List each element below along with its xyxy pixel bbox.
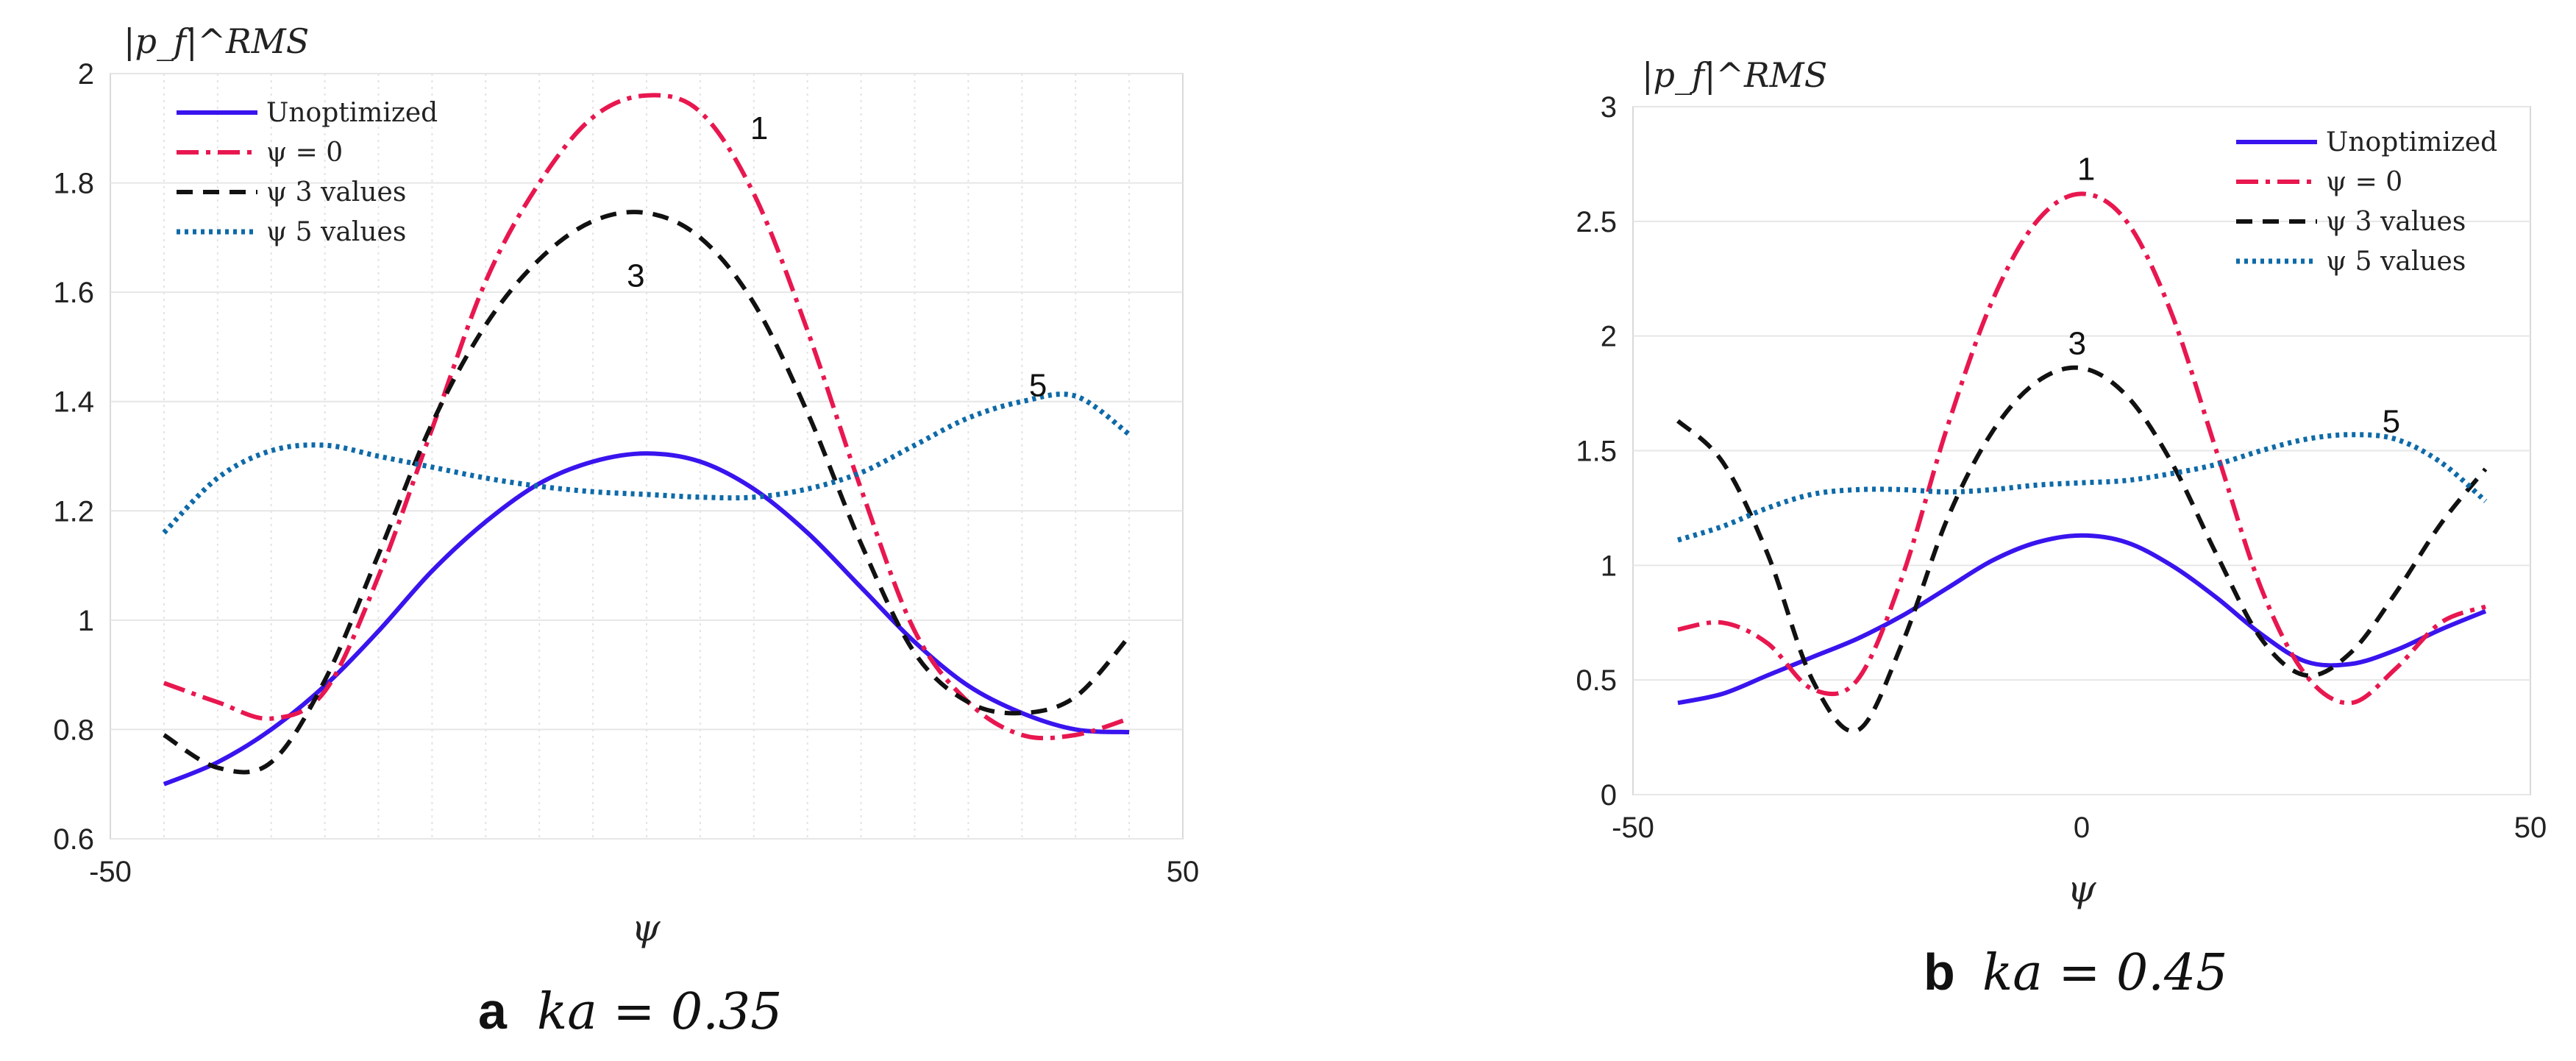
panel-b-x-tick-label: 50 — [2514, 812, 2547, 844]
panel-b-legend: Unoptimized ψ = 0 ψ 3 values ψ 5 values — [2236, 127, 2497, 277]
panel-b-annotations: 1 3 5 — [2068, 152, 2400, 440]
panel-a-legend-entry: ψ = 0 — [266, 138, 343, 168]
panel-b-y-tick-label: 1.5 — [1576, 436, 1617, 468]
panel-a-y-tick-label: 1.6 — [53, 277, 94, 309]
panel-b-curve-annotation: 3 — [2068, 326, 2086, 362]
panel-a-series-line-0 — [163, 451, 1130, 787]
panel-b-series — [1676, 191, 2488, 734]
panel-a-x-tick-label: -50 — [89, 856, 132, 888]
panel-b-series-line-2 — [1676, 365, 2488, 734]
panel-b-y-label: |p_f|^RMS — [1642, 55, 1827, 95]
panel-a-y-label-base: |p_f|^RMS — [124, 21, 309, 61]
panel-a-y-tick-label: 0.6 — [53, 823, 94, 856]
panel-a-y-tick-label: 1 — [78, 605, 94, 637]
panel-a: 0.60.811.21.41.61.82-50 50 135 |p_f|^RMS … — [53, 21, 1199, 1041]
panel-a-series-line-1 — [163, 93, 1131, 741]
panel-a-y-tick-label: 2 — [78, 58, 94, 91]
panel-b-y-tick-label: 0 — [1601, 779, 1617, 812]
panel-b-series-line-1 — [1677, 191, 2487, 706]
panel-b-caption: b ka = 0.45 — [1924, 943, 2227, 1002]
panel-b-caption-text: ka = 0.45 — [1982, 944, 2227, 1002]
panel-a-curve-annotation: 1 — [750, 110, 768, 146]
panel-b-caption-letter: b — [1924, 943, 1955, 1001]
panel-b-y-tick-label: 1 — [1601, 550, 1617, 582]
panel-a-series-line-2 — [163, 210, 1131, 775]
panel-a-caption-letter: a — [478, 982, 508, 1040]
panel-b-ticks: 00.511.522.53-50 0 50 — [1576, 91, 2547, 844]
panel-a-series — [162, 93, 1131, 787]
panel-b-y-label-base: |p_f|^RMS — [1642, 55, 1827, 95]
panel-b-legend-entry: ψ 3 values — [2326, 207, 2466, 237]
panel-a-y-tick-label: 1.8 — [53, 168, 94, 200]
panel-b: 00.511.522.53-50 0 50 135 |p_f|^RMS ψ Unop… — [1576, 55, 2547, 1002]
panel-a-curve-annotation: 5 — [1029, 367, 1047, 403]
panel-a-caption: a ka = 0.35 — [478, 982, 782, 1041]
panel-b-legend-entry: ψ = 0 — [2326, 167, 2402, 197]
panel-b-x-tick-label: -50 — [1612, 812, 1654, 844]
panel-b-y-tick-label: 0.5 — [1576, 664, 1617, 697]
panel-a-y-label: |p_f|^RMS — [124, 21, 309, 61]
panel-a-x-label: ψ — [631, 906, 661, 949]
panel-b-legend-entry: ψ 5 values — [2326, 246, 2466, 277]
panel-a-y-tick-label: 0.8 — [53, 714, 94, 746]
panel-b-curve-annotation: 1 — [2077, 152, 2095, 188]
panel-a-legend: Unoptimized ψ = 0 ψ 3 values ψ 5 values — [177, 98, 438, 247]
panel-a-grid — [110, 73, 1183, 840]
panel-b-x-label: ψ — [2067, 867, 2096, 910]
panel-a-legend-entry: Unoptimized — [266, 98, 438, 128]
panel-b-grid — [1633, 106, 2530, 795]
panel-b-legend-entry: Unoptimized — [2326, 127, 2497, 157]
panel-a-ticks: 0.6 0.8 1 1.2 1.4 1.6 1.8 2 -50 50 — [53, 58, 1199, 888]
panel-a-caption-text: ka = 0.35 — [537, 983, 782, 1041]
panel-a-annotations: 1 3 5 — [627, 110, 1047, 403]
panel-b-x-tick-label: 0 — [2074, 812, 2090, 844]
panel-b-y-tick-label: 2.5 — [1576, 206, 1617, 238]
panel-a-legend-entry: ψ 3 values — [266, 177, 406, 207]
panel-b-y-tick-label: 2 — [1601, 321, 1617, 353]
panel-a-y-tick-label: 1.2 — [53, 495, 94, 528]
panel-b-curve-annotation: 5 — [2383, 404, 2400, 440]
panel-a-legend-entry: ψ 5 values — [266, 217, 406, 247]
panel-a-curve-annotation: 3 — [627, 258, 644, 294]
panel-b-series-line-0 — [1677, 533, 2487, 706]
panel-b-y-tick-label: 3 — [1601, 91, 1617, 124]
panel-a-x-tick-label: 50 — [1167, 856, 1200, 888]
panel-a-y-tick-label: 1.4 — [53, 386, 94, 419]
